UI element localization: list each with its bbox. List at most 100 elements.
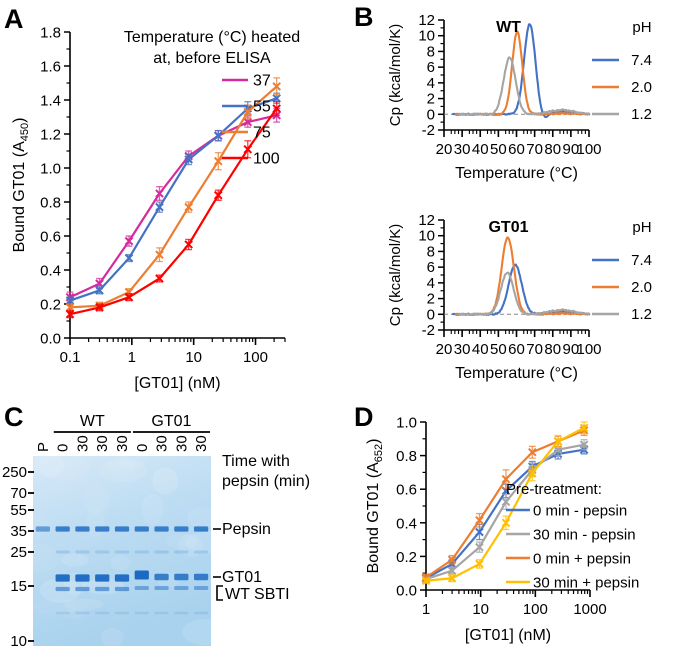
legend-label-1: 55	[253, 99, 271, 116]
data-marker	[501, 497, 511, 507]
series-3	[421, 421, 589, 586]
y-tick-label: 1.0	[40, 161, 61, 178]
y-tick-label: 4	[427, 75, 435, 92]
data-marker	[124, 236, 134, 246]
x-tick-label: 20	[436, 141, 453, 158]
x-tick-label: 100	[576, 341, 601, 358]
data-marker	[124, 253, 134, 263]
x-axis-title: Temperature (°C)	[455, 165, 578, 182]
legend-title: Pre-treatment:	[506, 481, 602, 498]
gel-band	[154, 586, 169, 590]
legend-title: Temperature (°C) heated	[124, 29, 300, 46]
data-marker	[95, 286, 104, 295]
gel-band	[193, 611, 209, 615]
mw-label-25: 25	[10, 544, 27, 561]
gel-band	[75, 526, 90, 532]
gel-mottle	[152, 467, 179, 495]
gel-mottle	[60, 553, 89, 567]
svg-text:Cp (kcal/mol/K): Cp (kcal/mol/K)	[387, 24, 404, 127]
x-tick-label: 40	[472, 141, 489, 158]
x-tick-label: 100	[523, 601, 548, 618]
gel-band	[114, 611, 130, 615]
legend-label-1: 30 min - pepsin	[533, 527, 636, 544]
legend-ph-2: 1.2	[631, 106, 652, 123]
x-tick-label: 10	[472, 601, 489, 618]
gel-band	[75, 550, 90, 554]
gel-mottle	[82, 486, 110, 514]
y-tick-label: 6	[427, 59, 435, 76]
x-axis-title: Temperature (°C)	[455, 365, 578, 382]
gel-band	[154, 611, 169, 615]
data-marker	[272, 104, 281, 113]
x-tick-label: 30	[454, 341, 471, 358]
y-tick-label: 0.0	[396, 583, 417, 600]
y-tick-label: 0	[427, 306, 435, 323]
lane-label-0: P	[35, 442, 52, 452]
y-tick-label: 2	[427, 291, 435, 308]
y-tick-label: 0.8	[40, 195, 61, 212]
data-marker	[184, 240, 193, 249]
y-tick-label: 0.2	[396, 549, 417, 566]
gel-mottle	[185, 531, 234, 555]
lane-label-7: 30	[173, 435, 190, 452]
x-tick-label: 20	[436, 341, 453, 358]
legend-header-ph: pH	[632, 19, 651, 36]
gel-band	[114, 574, 130, 582]
data-marker	[95, 303, 104, 312]
data-marker	[272, 82, 281, 91]
y-tick-label: 1.0	[396, 415, 417, 432]
x-tick-label: 1000	[573, 601, 606, 618]
gel-mottle	[31, 598, 80, 615]
data-marker	[155, 202, 164, 212]
panel-a-letter: A	[4, 4, 24, 34]
panel-a: A 0.0 0.2 0.4 0.6 0.8 1.0 1.2 1.4 1.6 1.8 0.1 1 10 10…	[0, 0, 350, 400]
x-tick-label: 1	[422, 601, 430, 618]
y-tick-label: 0.0	[40, 331, 61, 348]
data-marker	[155, 274, 164, 283]
data-marker	[527, 468, 537, 478]
legend-ph-2: 1.2	[631, 306, 652, 323]
data-marker	[95, 279, 104, 288]
panel-a-chart: 0.0 0.2 0.4 0.6 0.8 1.0 1.2 1.4 1.6 1.8 0.1 1 10 100 T…	[11, 25, 300, 393]
gel-band	[55, 574, 70, 582]
gel-mottle	[141, 493, 164, 526]
gel-mottle	[187, 507, 219, 529]
panel-b-letter: B	[354, 2, 374, 32]
y-tick-label: 0.2	[40, 297, 61, 314]
y-tick-label: 12	[418, 12, 435, 29]
panel-d-letter: D	[354, 402, 374, 432]
series-0	[65, 107, 281, 303]
gel-mottle	[62, 608, 85, 620]
svg-text:0: 0	[55, 444, 72, 452]
panel-c: C 250 70 55 35 25 15 10 P 0 30 30 30 0 30 30 30 WT GT01 Pe…	[0, 400, 350, 648]
thermogram-1	[454, 236, 590, 316]
x-axis-title: [GT01] (nM)	[134, 375, 220, 392]
x-tick-label: 60	[508, 341, 525, 358]
data-marker	[124, 292, 134, 302]
gel-band	[134, 586, 149, 590]
gel-mottle	[81, 578, 125, 595]
legend-ph-1: 2.0	[631, 79, 652, 96]
y-tick-label: 0	[427, 106, 435, 123]
gel-band	[95, 526, 110, 532]
x-tick-label: 40	[472, 341, 489, 358]
y-tick-label: 0.4	[396, 515, 417, 532]
gel-mottle	[178, 533, 203, 558]
y-tick-label: 12	[418, 212, 435, 229]
gel-band	[114, 550, 130, 554]
series-line	[68, 97, 278, 302]
data-marker	[65, 309, 75, 319]
group-label-wt: WT	[80, 413, 105, 430]
data-marker	[155, 250, 164, 260]
x-tick-label: 10	[185, 349, 202, 366]
x-tick-label: 80	[544, 341, 561, 358]
legend-ph-0: 7.4	[631, 252, 652, 269]
data-marker	[421, 573, 431, 582]
panel-d: D 0.0 0.2 0.4 0.6 0.8 1.0 1 10 100 1000 Pre-treatm…	[352, 400, 685, 648]
gel-mottle	[33, 452, 65, 478]
data-marker	[447, 573, 457, 583]
gel-band	[154, 573, 169, 581]
mw-label-70: 70	[10, 485, 27, 502]
